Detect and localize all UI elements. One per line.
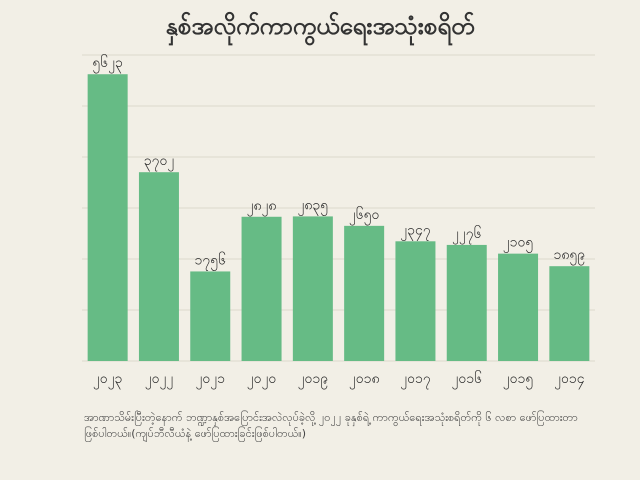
x-tick-label: ၂၀၂၁	[195, 371, 225, 389]
value-label: ၂၈၃၅	[298, 197, 329, 215]
bar	[138, 172, 179, 361]
bar	[87, 74, 128, 362]
bar	[446, 244, 487, 361]
value-label: ၁၈၅၉	[554, 247, 586, 265]
x-tick-label: ၂၀၂၂	[145, 371, 174, 389]
bar	[498, 253, 539, 361]
value-label: ၃၇၀၂	[144, 153, 175, 171]
value-label: ၂၂၇၆	[452, 226, 482, 244]
bar	[190, 271, 231, 361]
x-tick-label: ၂၀၁၅	[503, 371, 534, 389]
value-label: ၁၇၅၆	[195, 252, 227, 270]
value-label: ၂၃၄၇	[400, 222, 431, 240]
chart-footnote: အာဏာသိမ်းပြီးတဲ့နောက် ဘဏ္ဍာနှစ်အပြောင်းအ…	[84, 411, 578, 440]
bar	[344, 225, 385, 361]
value-label: ၂၁၀၅	[503, 235, 534, 253]
x-tick-label: ၂၀၁၆	[451, 371, 482, 389]
x-tick-label: ၂၀၂၀	[247, 371, 277, 389]
chart-title: နှစ်အလိုက်ကာကွယ်ရေးအသုံးစရိတ်	[165, 12, 475, 40]
bar	[549, 266, 590, 361]
bar	[292, 216, 333, 361]
x-tick-label: ၂၀၂၃	[93, 371, 123, 389]
x-tick-label: ၂၀၁၇	[400, 371, 431, 389]
x-tick-label: ၂၀၁၈	[349, 371, 380, 389]
value-label: ၂၆၅၀	[349, 207, 380, 225]
x-tick-label: ၂၀၁၄	[554, 371, 585, 389]
value-label: ၅၆၂၃	[92, 55, 123, 73]
bar	[395, 241, 436, 361]
bar	[241, 216, 282, 361]
x-tick-label: ၂၀၁၉	[298, 371, 329, 389]
value-label: ၂၈၂၈	[247, 198, 277, 216]
